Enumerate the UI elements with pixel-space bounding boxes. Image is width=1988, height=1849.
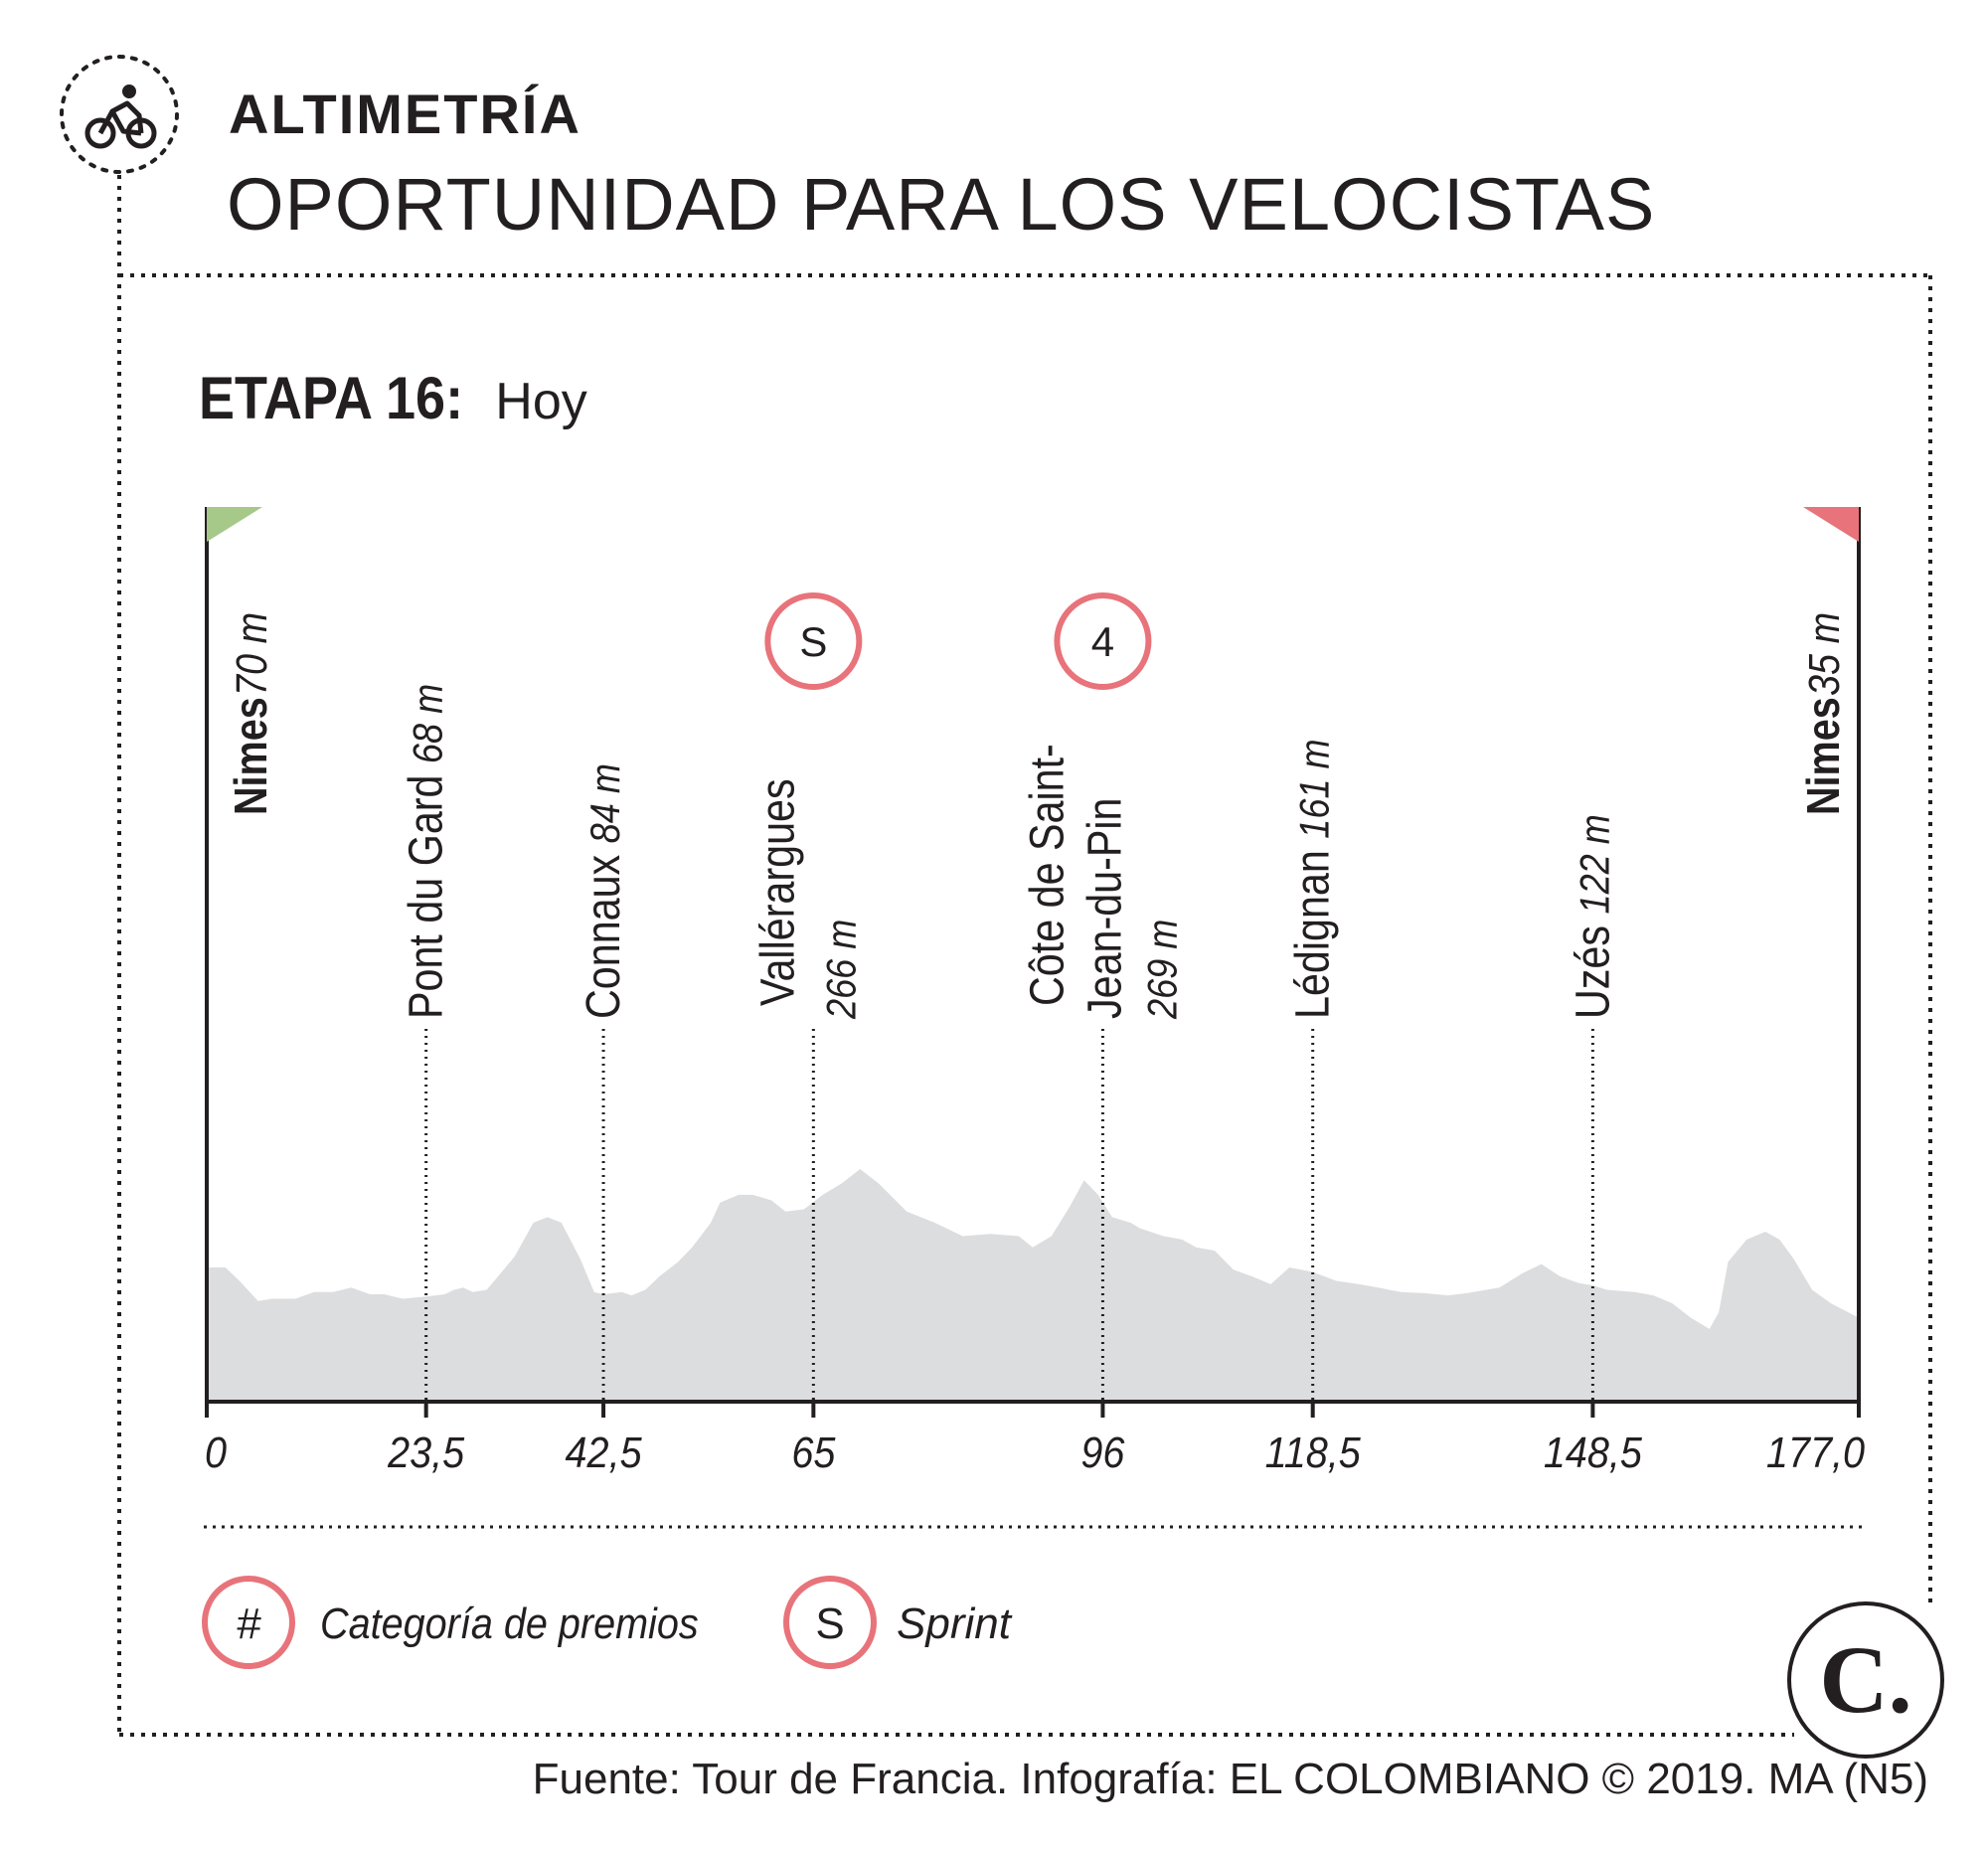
waypoint-label: Uzés 122 m xyxy=(1567,814,1620,1019)
waypoint-altitude: 266 m xyxy=(819,920,865,1020)
legend-category-symbol: # xyxy=(237,1599,261,1648)
badge-symbol: S xyxy=(799,618,827,665)
waypoint-altitude: 122 m xyxy=(1573,814,1618,914)
waypoint-altitude: 68 m xyxy=(406,684,451,763)
legend-category-label: Categoría de premios xyxy=(320,1598,699,1647)
endpoint-altitude: 70 m xyxy=(227,612,275,696)
km-label: 148,5 xyxy=(1544,1428,1643,1476)
source-credit: Fuente: Tour de Francia. Infografía: EL … xyxy=(532,1755,1928,1803)
el-colombiano-logo: C. xyxy=(1787,1601,1944,1759)
climb-category-badge xyxy=(1054,592,1152,690)
km-label: 118,5 xyxy=(1265,1428,1362,1476)
frame xyxy=(117,175,1932,1737)
waypoint-label: Lédignan 161 m xyxy=(1286,739,1340,1019)
km-label: 96 xyxy=(1080,1428,1125,1476)
badge-symbol: 4 xyxy=(1091,618,1114,665)
km-label: 0 xyxy=(205,1428,227,1476)
km-label: 177,0 xyxy=(1766,1428,1865,1476)
legend: # Categoría de premios S Sprint xyxy=(202,1576,1013,1669)
legend-sprint-circle xyxy=(783,1576,877,1669)
headline: OPORTUNIDAD PARA LOS VELOCISTAS xyxy=(227,163,1656,246)
waypoint-name: Lédignan xyxy=(1286,839,1340,1019)
stage-title: ETAPA 16: Hoy xyxy=(199,364,587,432)
endpoint-name: Nimes xyxy=(1798,697,1849,815)
sprint-badge xyxy=(764,592,863,690)
km-label: 65 xyxy=(791,1428,836,1476)
elevation-profile-area xyxy=(207,1169,1859,1402)
climb-name-line1: Côte de Saint- xyxy=(1021,744,1075,1006)
waypoint-name: Connaux xyxy=(577,843,630,1019)
cyclist-icon xyxy=(60,55,179,174)
finish-flag xyxy=(1803,507,1859,542)
waypoint-name: Pont du Gard xyxy=(400,763,453,1019)
climb-name-line2: Jean-du-Pin xyxy=(1078,797,1132,1019)
waypoint-altitude: 161 m xyxy=(1292,739,1338,838)
endpoint-name: Nimes xyxy=(226,697,276,815)
waypoint-name: Vallérargues xyxy=(750,778,804,1006)
legend-sprint-symbol: S xyxy=(815,1599,844,1648)
stage-label: ETAPA 16: xyxy=(199,365,464,431)
waypoint-altitude: 84 m xyxy=(583,763,629,843)
endpoint-altitude: 35 m xyxy=(1799,612,1848,696)
start-flag xyxy=(207,507,262,542)
waypoint-name: Uzés xyxy=(1567,915,1620,1019)
waypoint-label: Pont du Gard 68 m xyxy=(400,684,453,1019)
section-title: ALTIMETRÍA xyxy=(229,83,581,145)
km-label: 23,5 xyxy=(387,1428,465,1476)
logo-letter: C. xyxy=(1819,1626,1911,1733)
climb-altitude: 269 m xyxy=(1140,920,1186,1020)
km-label: 42,5 xyxy=(566,1428,643,1476)
legend-category-circle xyxy=(202,1576,295,1669)
waypoint-label: Connaux 84 m xyxy=(577,763,630,1019)
stage-day: Hoy xyxy=(495,373,587,430)
legend-sprint-label: Sprint xyxy=(897,1599,1013,1648)
